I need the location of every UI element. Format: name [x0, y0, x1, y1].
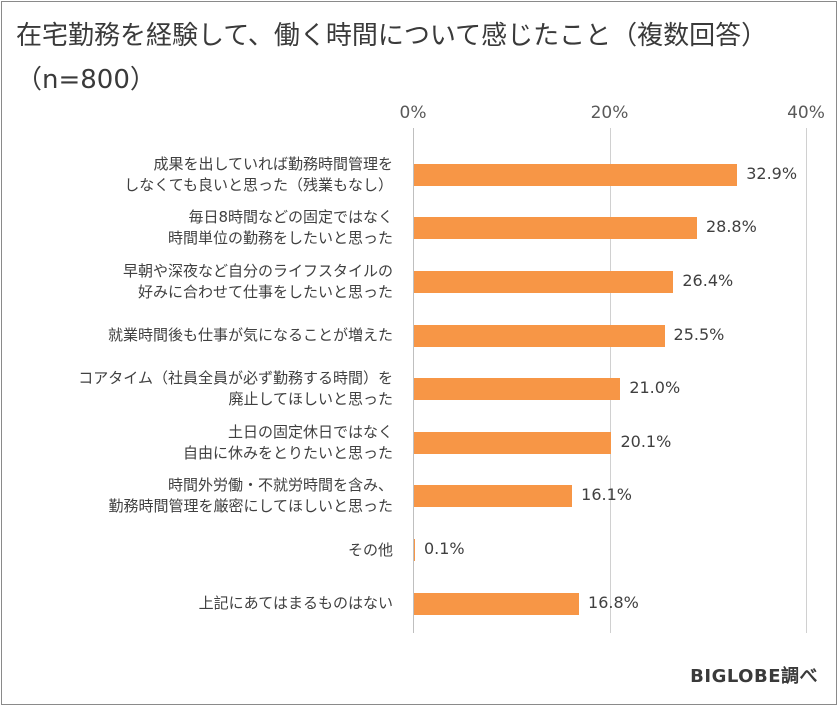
category-label: 成果を出していれば勤務時間管理をしなくても良いと思った（残業もなし）	[13, 154, 393, 196]
bar	[414, 592, 580, 615]
data-label: 20.1%	[620, 431, 672, 451]
x-tick-label: 20%	[590, 103, 629, 123]
data-label: 21.0%	[629, 378, 681, 398]
data-label: 25.5%	[673, 324, 725, 344]
bar	[414, 431, 612, 454]
data-label: 0.1%	[423, 539, 465, 558]
category-label: その他	[13, 540, 393, 561]
category-label-line: 時間単位の勤務をしたいと思った	[167, 229, 393, 248]
category-label-line: 就業時間後も仕事が気になることが増えた	[107, 326, 393, 345]
gridline	[806, 128, 807, 633]
category-label-line: 好みに合わせて仕事をしたいと思った	[137, 283, 393, 301]
data-label: 28.8%	[705, 217, 757, 237]
x-tick-label: 40%	[787, 103, 825, 123]
category-label-line: その他	[347, 540, 393, 559]
category-label: 上記にあてはまるものはない	[13, 593, 393, 614]
chart-subtitle: （n=800）	[16, 65, 156, 95]
y-axis-line	[413, 128, 414, 633]
bar	[414, 217, 697, 240]
category-label-line: しなくても良いと思った（残業もなし）	[124, 175, 393, 194]
category-label-line: 自由に休みをとりたいと思った	[182, 443, 393, 462]
category-label-line: 土日の固定休日ではなく	[227, 422, 393, 441]
data-label: 16.8%	[588, 592, 639, 612]
source-label: BIGLOBE調べ	[690, 666, 818, 687]
data-label: 26.4%	[682, 271, 734, 290]
category-label: 時間外労働・不就労時間を含み、勤務時間管理を厳密にしてほしいと思った	[13, 475, 393, 517]
category-label-line: 廃止してほしいと思った	[228, 390, 393, 409]
category-label: 早朝や深夜など自分のライフスタイルの好みに合わせて仕事をしたいと思った	[13, 261, 393, 303]
bar	[414, 324, 665, 347]
category-label-line: コアタイム（社員全員が必ず勤務する時間）を	[78, 369, 393, 388]
category-label: コアタイム（社員全員が必ず勤務する時間）を廃止してほしいと思った	[13, 368, 393, 410]
bar	[414, 378, 621, 401]
category-label: 就業時間後も仕事が気になることが増えた	[13, 325, 393, 346]
data-label: 32.9%	[746, 163, 798, 183]
chart-title-text: 在宅勤務を経験して、働く時間について感じたこと（複数回答）	[16, 21, 768, 51]
bar	[414, 163, 738, 186]
category-label-line: 毎日8時間などの固定ではなく	[188, 208, 393, 227]
x-tick-label: 0%	[399, 103, 427, 123]
data-label: 16.1%	[581, 485, 632, 505]
bar	[414, 485, 573, 508]
bar	[414, 539, 415, 561]
category-label-line: 早朝や深夜など自分のライフスタイルの	[122, 262, 393, 280]
category-label-line: 上記にあてはまるものはない	[198, 594, 393, 613]
category-label: 毎日8時間などの固定ではなく時間単位の勤務をしたいと思った	[13, 207, 393, 249]
category-label: 土日の固定休日ではなく自由に休みをとりたいと思った	[13, 422, 393, 464]
category-label-line: 時間外労働・不就労時間を含み、	[167, 476, 393, 495]
chart-title: 在宅勤務を経験して、働く時間について感じたこと（複数回答） （n=800）	[16, 14, 826, 102]
category-label-line: 勤務時間管理を厳密にしてほしいと思った	[108, 497, 393, 516]
category-label-line: 成果を出していれば勤務時間管理を	[153, 154, 393, 173]
bar	[414, 271, 674, 293]
